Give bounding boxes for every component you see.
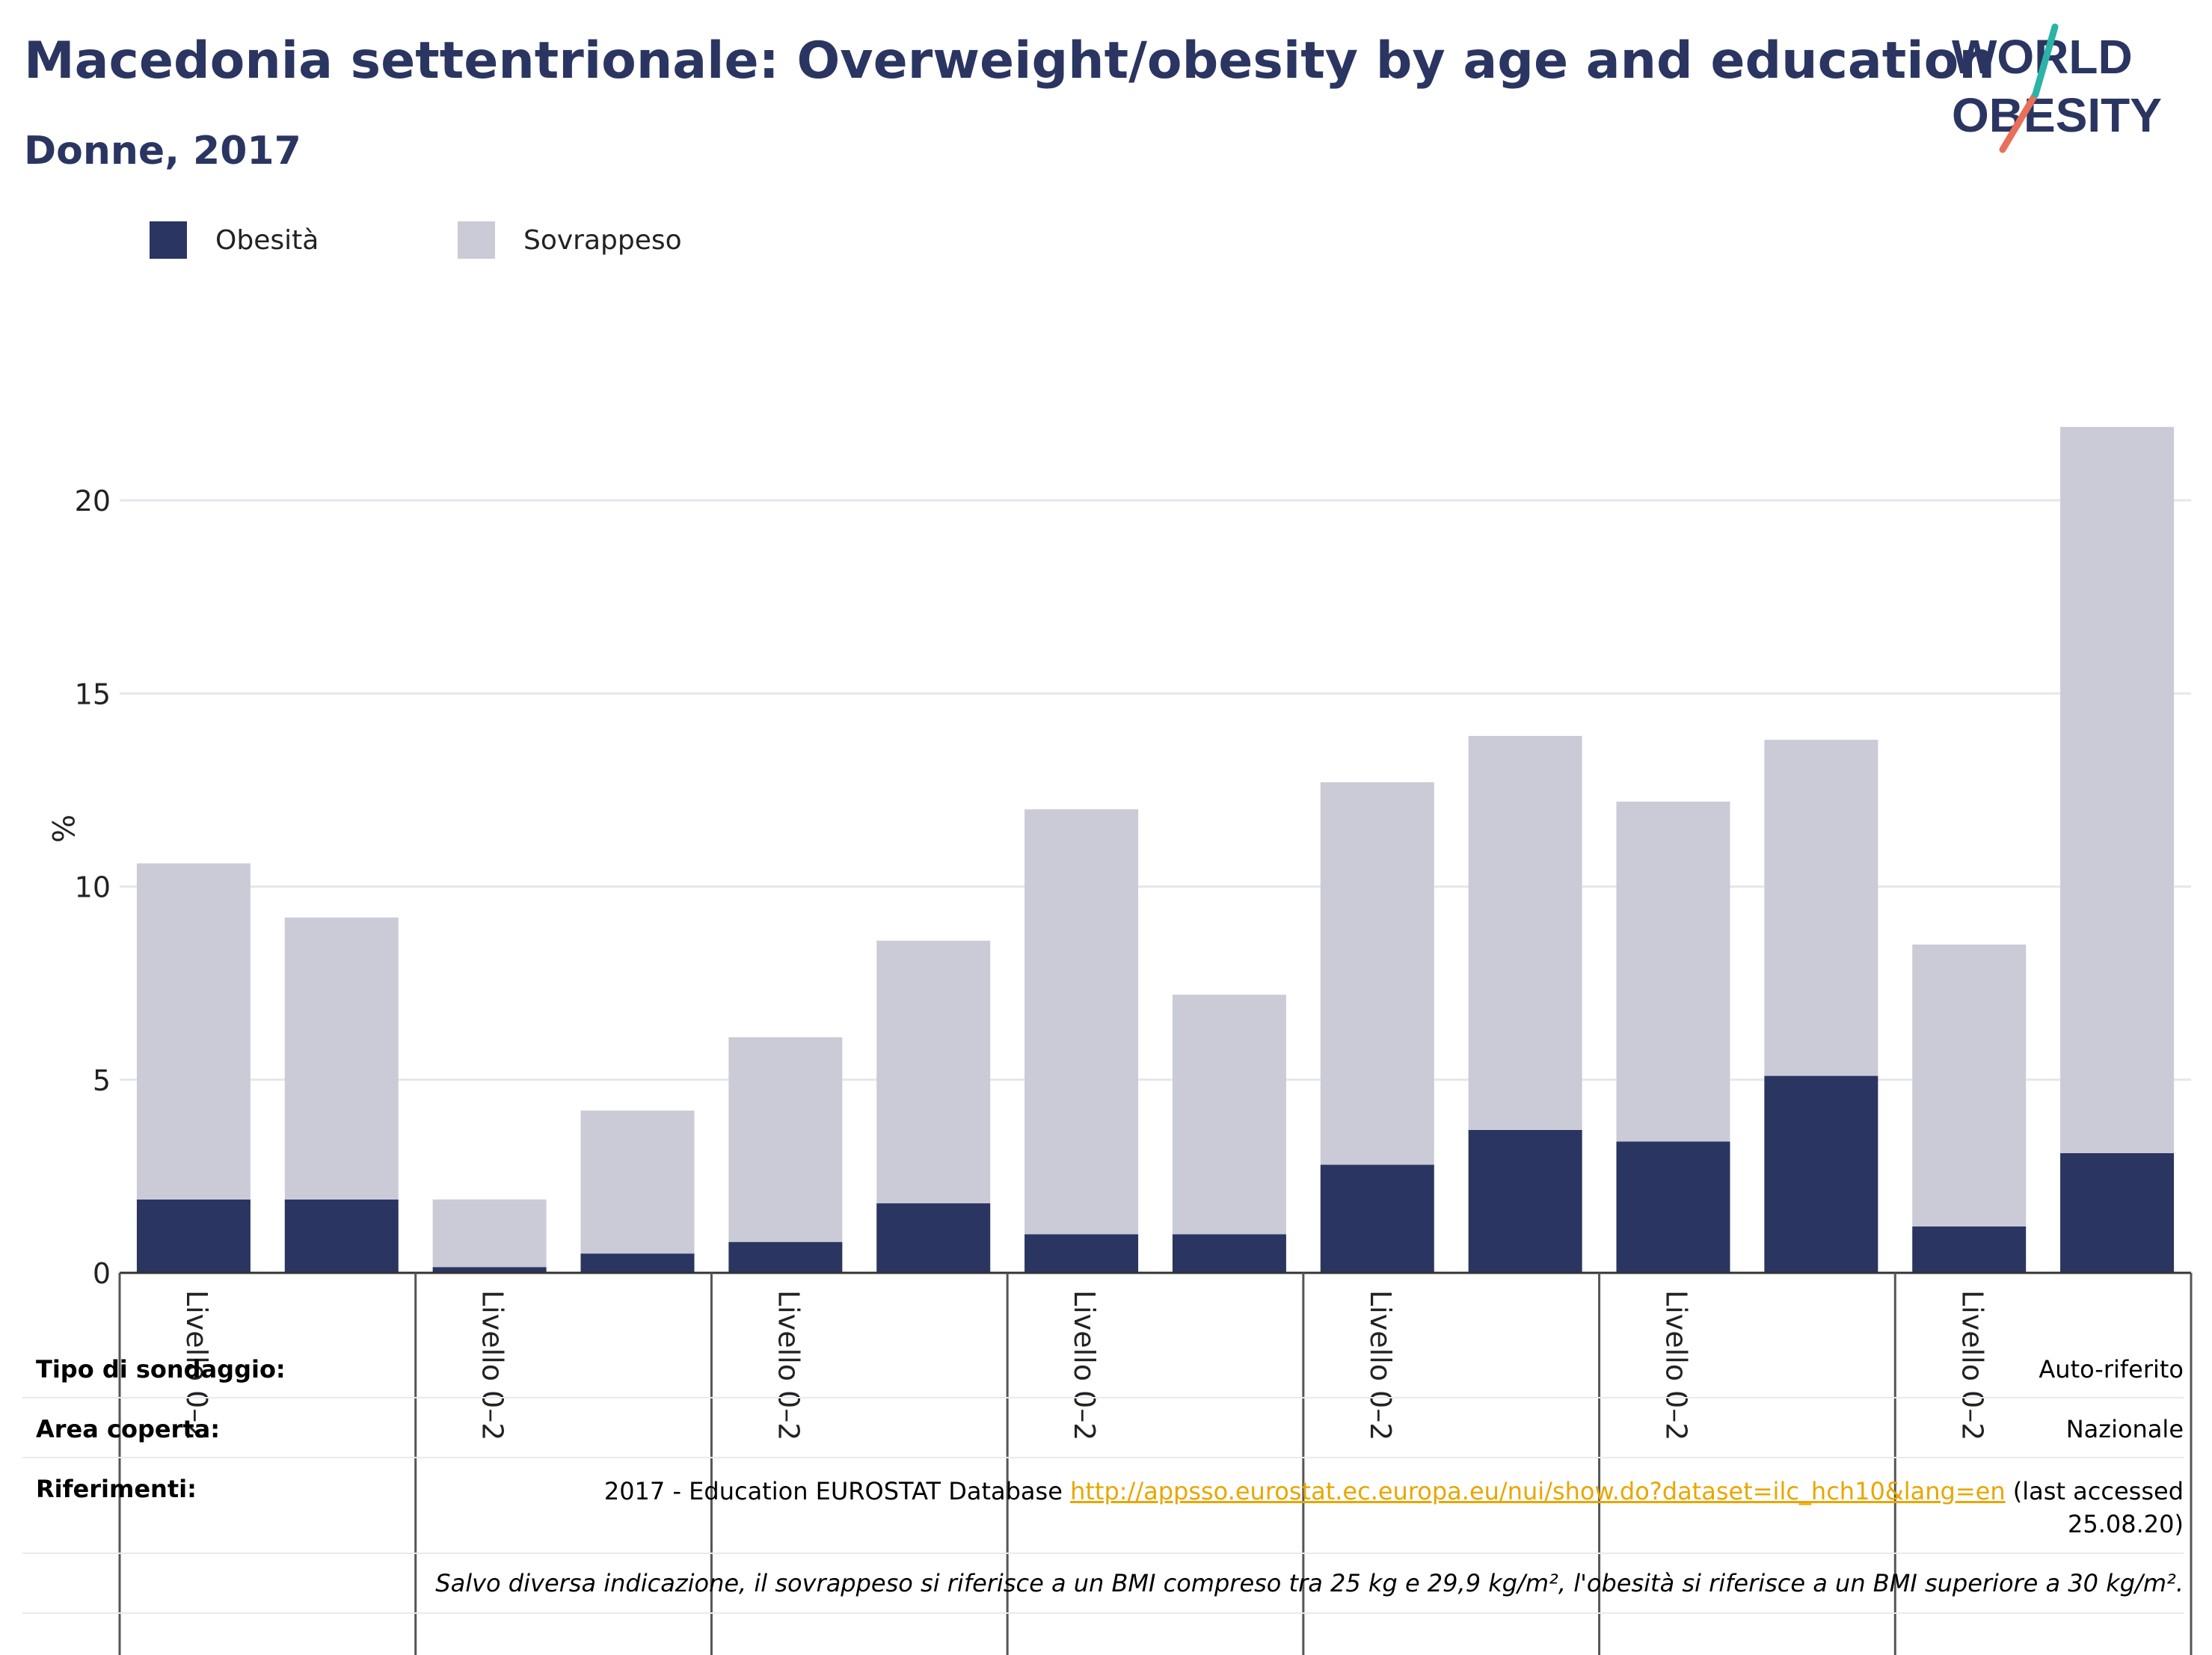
bar-overweight-0 (136, 863, 251, 1200)
bar-obesity-6 (1024, 1234, 1139, 1273)
y-tick-label-15: 15 (75, 678, 111, 710)
bar-overweight-13 (2060, 426, 2175, 1153)
bar-obesity-11 (1764, 1075, 1878, 1273)
x-group-label-6: Livello 0–2 (1956, 1290, 1988, 1440)
y-axis-label: % (45, 814, 79, 843)
x-group-label-0: Livello 0–2 (180, 1290, 213, 1440)
legend-label-overweight: Sovrappeso (523, 224, 682, 256)
note-row-references: Riferimenti: 2017 - Education EUROSTAT D… (22, 1458, 2184, 1554)
note-ref-date: 25.08.20) (2068, 1510, 2184, 1538)
bar-obesity-7 (1172, 1234, 1286, 1273)
logo-slash-coral (1999, 90, 2039, 153)
bar-obesity-12 (1912, 1226, 2027, 1273)
bar-obesity-5 (876, 1203, 991, 1273)
bar-overweight-8 (1320, 782, 1434, 1165)
logo-slash-teal (2032, 23, 2059, 98)
page-subtitle: Donne, 2017 (24, 129, 301, 174)
note-row-survey: Tipo di sondaggio: Auto-riferito (22, 1339, 2184, 1398)
page-title: Macedonia settentrionale: Overweight/obe… (24, 31, 1995, 90)
bar-obesity-10 (1616, 1141, 1730, 1273)
y-tick-label-5: 5 (93, 1064, 111, 1097)
bar-overweight-10 (1616, 801, 1730, 1142)
bar-obesity-1 (284, 1199, 399, 1273)
bar-overweight-6 (1024, 809, 1139, 1235)
bar-overweight-7 (1172, 995, 1286, 1235)
bar-obesity-8 (1320, 1164, 1434, 1273)
bar-overweight-3 (580, 1111, 695, 1254)
bar-overweight-2 (432, 1199, 547, 1268)
bar-obesity-9 (1468, 1129, 1582, 1273)
bar-obesity-13 (2060, 1152, 2175, 1273)
x-group-label-3: Livello 0–2 (1068, 1290, 1101, 1440)
bar-overweight-12 (1912, 944, 2027, 1227)
logo-line-2: OBESITY (1952, 88, 2162, 142)
y-tick-label-10: 10 (75, 871, 111, 904)
bar-overweight-4 (728, 1037, 843, 1242)
x-group-label-4: Livello 0–2 (1364, 1290, 1397, 1440)
bar-overweight-9 (1468, 736, 1582, 1130)
bar-overweight-5 (876, 940, 991, 1204)
legend-item-overweight: Sovrappeso (458, 221, 682, 259)
note-row-area: Area coperta: Nazionale (22, 1398, 2184, 1458)
bar-obesity-2 (432, 1267, 547, 1273)
note-footnote: Salvo diversa indicazione, il sovrappeso… (435, 1569, 2184, 1597)
legend-swatch-overweight (458, 221, 495, 259)
note-ref-prefix: 2017 - Education EUROSTAT Database (603, 1477, 1063, 1505)
note-ref-link[interactable]: http://appsso.eurostat.ec.europa.eu/nui/… (1070, 1477, 2006, 1505)
note-survey-value: Auto-riferito (2039, 1355, 2184, 1384)
bar-obesity-3 (580, 1253, 695, 1273)
legend-label-obesity: Obesità (215, 224, 319, 256)
bar-overweight-11 (1764, 740, 1878, 1076)
bar-obesity-0 (136, 1199, 251, 1273)
bar-obesity-4 (728, 1241, 843, 1273)
world-obesity-logo: WORLD OBESITY (1952, 23, 2162, 153)
legend-item-obesity: Obesità (150, 221, 319, 259)
note-ref-value: 2017 - Education EUROSTAT Database http:… (604, 1475, 2184, 1541)
y-tick-label-20: 20 (75, 485, 111, 518)
y-tick-label-0: 0 (93, 1257, 111, 1290)
x-group-label-5: Livello 0–2 (1660, 1290, 1693, 1440)
note-ref-key: Riferimenti: (36, 1475, 197, 1503)
legend-swatch-obesity (150, 221, 187, 259)
note-row-footnote: Salvo diversa indicazione, il sovrappeso… (22, 1554, 2184, 1614)
note-area-key: Area coperta: (36, 1415, 221, 1443)
note-survey-key: Tipo di sondaggio: (36, 1355, 286, 1384)
x-group-label-2: Livello 0–2 (772, 1290, 805, 1440)
x-group-label-1: Livello 0–2 (476, 1290, 509, 1440)
bar-overweight-1 (284, 917, 399, 1200)
note-area-value: Nazionale (2065, 1415, 2184, 1443)
note-ref-suffix: (last accessed (2012, 1477, 2184, 1505)
